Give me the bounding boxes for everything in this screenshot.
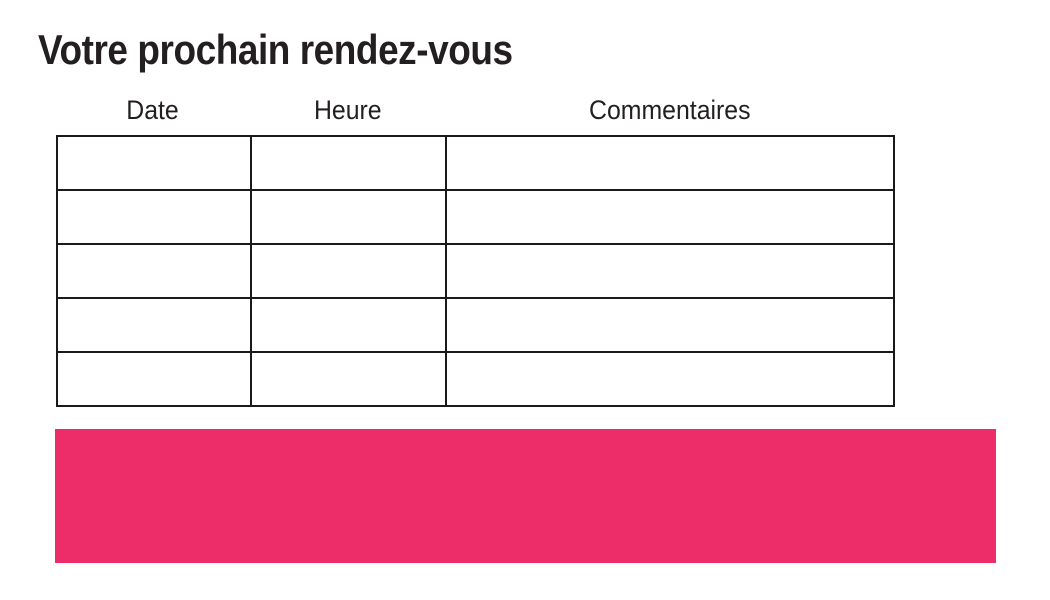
table-cell	[250, 135, 447, 191]
column-header-date-label: Date	[126, 94, 180, 125]
column-header-heure-label: Heure	[313, 94, 382, 125]
table-cell	[445, 243, 895, 299]
appointments-table	[56, 135, 895, 407]
table-header-row: Date Heure Commentaires	[56, 92, 895, 128]
table-row	[56, 243, 895, 299]
table-cell	[250, 189, 447, 245]
table-cell	[445, 189, 895, 245]
page-title: Votre prochain rendez-vous	[38, 26, 513, 73]
table-cell	[445, 351, 895, 407]
column-header-commentaires-label: Commentaires	[589, 94, 751, 125]
table-cell	[250, 351, 447, 407]
column-header-date: Date	[56, 92, 250, 128]
highlight-banner	[55, 429, 996, 563]
appointments-table-body	[56, 135, 895, 407]
table-cell	[250, 297, 447, 353]
table-cell	[445, 297, 895, 353]
table-cell	[445, 135, 895, 191]
column-header-heure: Heure	[250, 92, 445, 128]
column-header-commentaires: Commentaires	[445, 92, 895, 128]
table-cell	[250, 243, 447, 299]
table-cell	[56, 189, 252, 245]
table-row	[56, 351, 895, 407]
table-cell	[56, 135, 252, 191]
table-cell	[56, 351, 252, 407]
table-row	[56, 189, 895, 245]
table-cell	[56, 297, 252, 353]
table-row	[56, 297, 895, 353]
table-cell	[56, 243, 252, 299]
table-row	[56, 135, 895, 191]
